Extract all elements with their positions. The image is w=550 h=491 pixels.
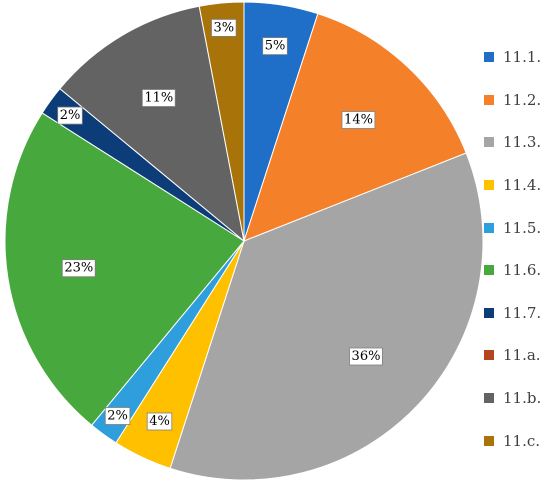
data-label-box: [341, 111, 376, 129]
legend-label: 11.1.: [503, 48, 542, 67]
data-label-11-7: 2%: [57, 106, 83, 125]
legend-label: 11.b.: [503, 389, 542, 408]
legend-swatch: [484, 435, 494, 446]
data-label-11-4: 4%: [146, 412, 173, 431]
legend-swatch: [484, 393, 494, 404]
legend-swatch: [484, 94, 494, 105]
data-label-box: [57, 106, 83, 125]
data-label-11-1: 5%: [262, 37, 288, 55]
legend-label: 11.7.: [503, 303, 542, 322]
legend-swatch: [484, 52, 494, 63]
legend-item-11-2: 11.2.: [484, 79, 541, 122]
legend-label: 11.5.: [503, 218, 542, 237]
legend-swatch: [484, 350, 494, 361]
pie-slice-11-c: [198, 1, 245, 242]
pie-slice-11-3: [169, 152, 484, 481]
data-label-box: [211, 18, 237, 37]
data-label-text: 36%: [352, 349, 381, 364]
data-label-box: [61, 259, 96, 278]
legend-label: 11.a.: [503, 346, 541, 365]
data-label-text: 23%: [64, 261, 93, 276]
legend-swatch: [484, 137, 494, 148]
legend-swatch: [484, 307, 494, 318]
data-label-box: [349, 347, 383, 366]
data-label-11-2: 14%: [341, 111, 376, 129]
legend-swatch: [484, 222, 494, 233]
legend: 11.1. 11.2. 11.3. 11.4. 11.5. 11.6. 11.7. 11.a.…: [484, 36, 541, 462]
pie-slice-11-6: [4, 112, 245, 426]
data-label-box: [262, 37, 288, 55]
legend-swatch: [484, 265, 494, 276]
data-label-text: 11%: [144, 91, 173, 106]
pie-data-labels: 5% 14% 36% 4% 2% 23% 2% 11% 3%: [57, 18, 383, 431]
legend-item-11-c: 11.c.: [484, 419, 541, 462]
data-label-11-3: 36%: [349, 347, 383, 366]
pie-slice-11-b: [59, 5, 245, 243]
legend-item-11-3: 11.3.: [484, 121, 541, 164]
legend-item-11-1: 11.1.: [484, 36, 541, 79]
pie-slices: [4, 1, 484, 481]
data-label-text: 14%: [344, 113, 373, 128]
data-label-text: 2%: [60, 108, 81, 123]
legend-label: 11.3.: [503, 133, 542, 152]
data-label-text: 4%: [149, 414, 170, 429]
data-label-box: [141, 89, 176, 107]
data-label-text: 2%: [107, 409, 128, 424]
legend-label: 11.4.: [503, 176, 542, 195]
legend-item-11-b: 11.b.: [484, 377, 541, 420]
legend-item-11-7: 11.7.: [484, 292, 541, 335]
data-label-11-c: 3%: [211, 18, 237, 37]
legend-label: 11.6.: [503, 261, 542, 280]
data-label-11-5: 2%: [104, 407, 131, 425]
data-label-box: [146, 412, 173, 431]
legend-label: 11.2.: [503, 90, 542, 109]
data-label-box: [104, 407, 131, 425]
data-label-11-b: 11%: [141, 89, 176, 107]
legend-item-11-5: 11.5.: [484, 206, 541, 249]
legend-item-11-a: 11.a.: [484, 334, 541, 377]
data-label-text: 3%: [213, 20, 234, 35]
data-label-11-6: 23%: [61, 259, 96, 278]
legend-item-11-4: 11.4.: [484, 164, 541, 207]
legend-swatch: [484, 180, 494, 191]
legend-label: 11.c.: [503, 431, 541, 450]
data-label-text: 5%: [265, 39, 286, 54]
legend-item-11-6: 11.6.: [484, 249, 541, 292]
